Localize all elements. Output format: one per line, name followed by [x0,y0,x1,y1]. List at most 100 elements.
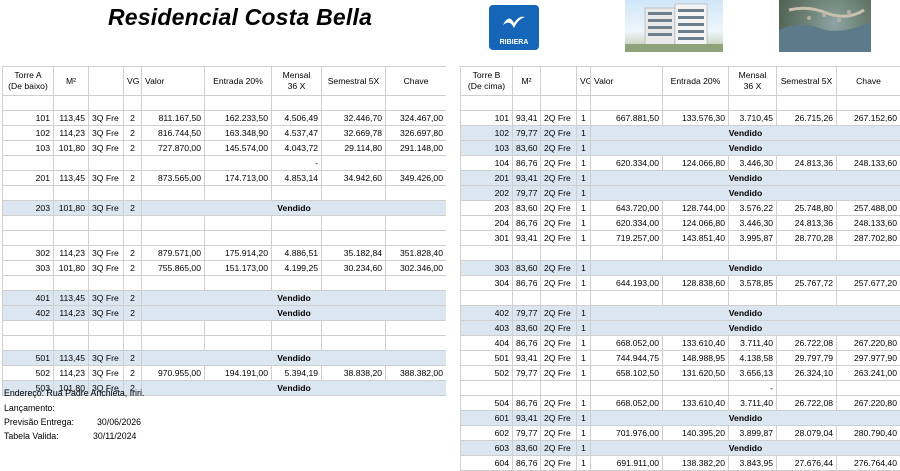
down-payment-cell: 133.610,40 [663,336,729,351]
parking-cell: 2 [124,246,142,261]
price-cell: 667.881,50 [591,111,663,126]
down-payment-cell: 133.610,40 [663,396,729,411]
blank-row [3,321,447,336]
empty-cell [205,231,272,246]
parking-cell [577,381,591,396]
semiannual-cell: 26.722,08 [777,336,837,351]
empty-cell [729,246,777,261]
empty-cell [54,231,89,246]
unit-cell: 201 [461,171,513,186]
empty-cell [272,96,322,111]
blank-row [3,276,447,291]
down-payment-cell: 151.173,00 [205,261,272,276]
price-cell: 691.911,00 [591,456,663,471]
type-cell: 3Q Fre [89,141,124,156]
price-cell: 879.571,00 [142,246,205,261]
semiannual-cell: 28.079,04 [777,426,837,441]
down-payment-cell: 174.713,00 [205,171,272,186]
area-cell: 113,45 [54,351,89,366]
empty-cell [322,336,386,351]
area-cell: 113,45 [54,171,89,186]
down-payment-cell: 128.838,60 [663,276,729,291]
area-cell: 93,41 [513,171,541,186]
parking-cell: 1 [577,366,591,381]
empty-cell [577,291,591,306]
monthly-cell: 3.446,30 [729,156,777,171]
unit-cell: 402 [3,306,54,321]
parking-cell: 1 [577,156,591,171]
column-header: Chave [837,67,900,96]
column-header: Valor [591,67,663,96]
keys-cell: 257.677,20 [837,276,900,291]
column-header: Entrada 20% [205,67,272,96]
keys-cell [837,381,900,396]
empty-cell [142,321,205,336]
area-cell: 113,45 [54,291,89,306]
empty-cell [729,291,777,306]
parking-cell: 2 [124,351,142,366]
down-payment-cell: 163.348,90 [205,126,272,141]
monthly-cell: 3.578,85 [729,276,777,291]
monthly-cell: 4.138,58 [729,351,777,366]
monthly-cell: 4.506,49 [272,111,322,126]
price-cell: 620.334,00 [591,216,663,231]
empty-cell [663,96,729,111]
semiannual-cell: 32.669,78 [322,126,386,141]
semiannual-cell: 26.722,08 [777,396,837,411]
page-title: Residencial Costa Bella [108,4,372,31]
empty-cell [54,321,89,336]
type-cell: 3Q Fre [89,306,124,321]
keys-cell: 324.467,00 [386,111,447,126]
empty-cell [777,291,837,306]
parking-cell: 2 [124,201,142,216]
column-header: Chave [386,67,447,96]
blank-row [3,231,447,246]
price-cell: 727.870,00 [142,141,205,156]
semiannual-cell: 29.797,79 [777,351,837,366]
empty-cell [322,186,386,201]
parking-cell: 2 [124,111,142,126]
unit-cell: 402 [461,306,513,321]
column-header: Entrada 20% [663,67,729,96]
type-cell: 2Q Fre [541,366,577,381]
table-divider [446,66,460,439]
area-cell: 83,60 [513,261,541,276]
monthly-cell: 4.043,72 [272,141,322,156]
area-cell: 79,77 [513,426,541,441]
area-cell: 79,77 [513,126,541,141]
unit-cell: 102 [461,126,513,141]
area-cell: 101,80 [54,141,89,156]
type-cell: 2Q Fre [541,156,577,171]
empty-cell [386,336,447,351]
empty-cell [142,216,205,231]
table-valid-label: Tabela Valida: [4,431,59,441]
unit-cell: 504 [461,396,513,411]
empty-cell [3,186,54,201]
parking-cell: 1 [577,201,591,216]
sold-label: Vendido [591,141,900,156]
unit-cell: 102 [3,126,54,141]
unit-cell: 203 [461,201,513,216]
unit-cell: 502 [3,366,54,381]
empty-cell [89,336,124,351]
monthly-cell: - [729,381,777,396]
monthly-cell: 3.711,40 [729,336,777,351]
empty-cell [513,246,541,261]
keys-cell: 248.133,60 [837,156,900,171]
semiannual-cell: 35.182,84 [322,246,386,261]
down-payment-cell: 194.191,00 [205,366,272,381]
keys-cell: 326.697,80 [386,126,447,141]
empty-cell [837,96,900,111]
keys-cell: 267.152,60 [837,111,900,126]
empty-cell [513,291,541,306]
parking-cell: 1 [577,261,591,276]
